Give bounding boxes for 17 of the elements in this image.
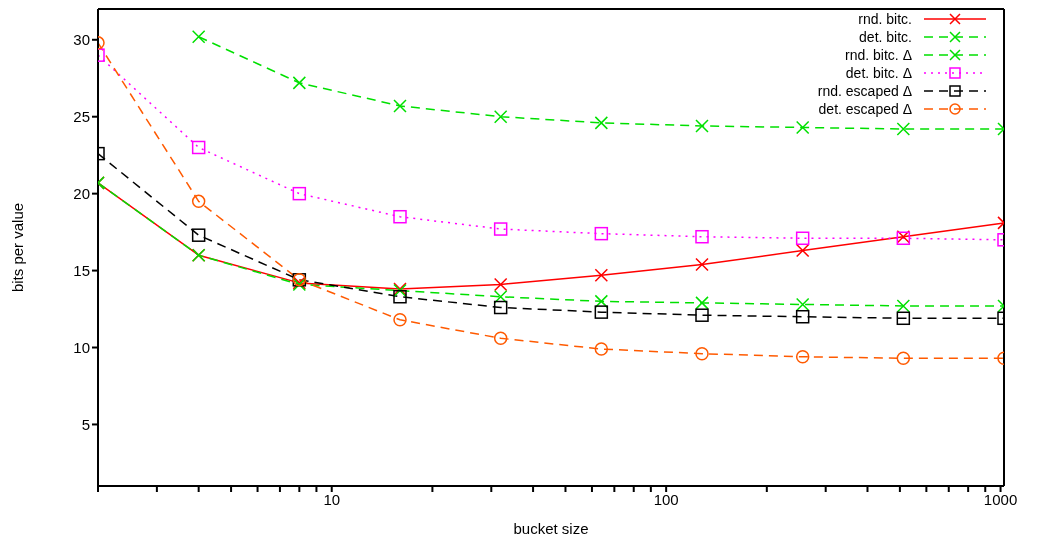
- y-tick-label: 20: [73, 184, 90, 202]
- y-axis-title: bits per value: [9, 202, 27, 293]
- y-tick-label: 15: [73, 261, 90, 279]
- x-tick-label: 1000: [983, 490, 1018, 508]
- legend-label: det. bitc.: [859, 29, 912, 45]
- legend-label: det. escaped Δ: [818, 101, 912, 117]
- legend-label: rnd. bitc. Δ: [845, 47, 912, 63]
- x-axis-title: bucket size: [513, 520, 589, 537]
- y-tick-label: 5: [81, 415, 90, 433]
- legend-label: rnd. escaped Δ: [817, 83, 912, 99]
- y-tick-label: 25: [73, 108, 90, 126]
- legend-label: rnd. bitc.: [858, 11, 912, 27]
- legend-label: det. bitc. Δ: [845, 65, 912, 81]
- y-tick-label: 10: [73, 338, 90, 356]
- x-tick-label: 10: [323, 490, 341, 508]
- y-tick-label: 30: [73, 31, 90, 49]
- x-tick-label: 100: [653, 490, 679, 508]
